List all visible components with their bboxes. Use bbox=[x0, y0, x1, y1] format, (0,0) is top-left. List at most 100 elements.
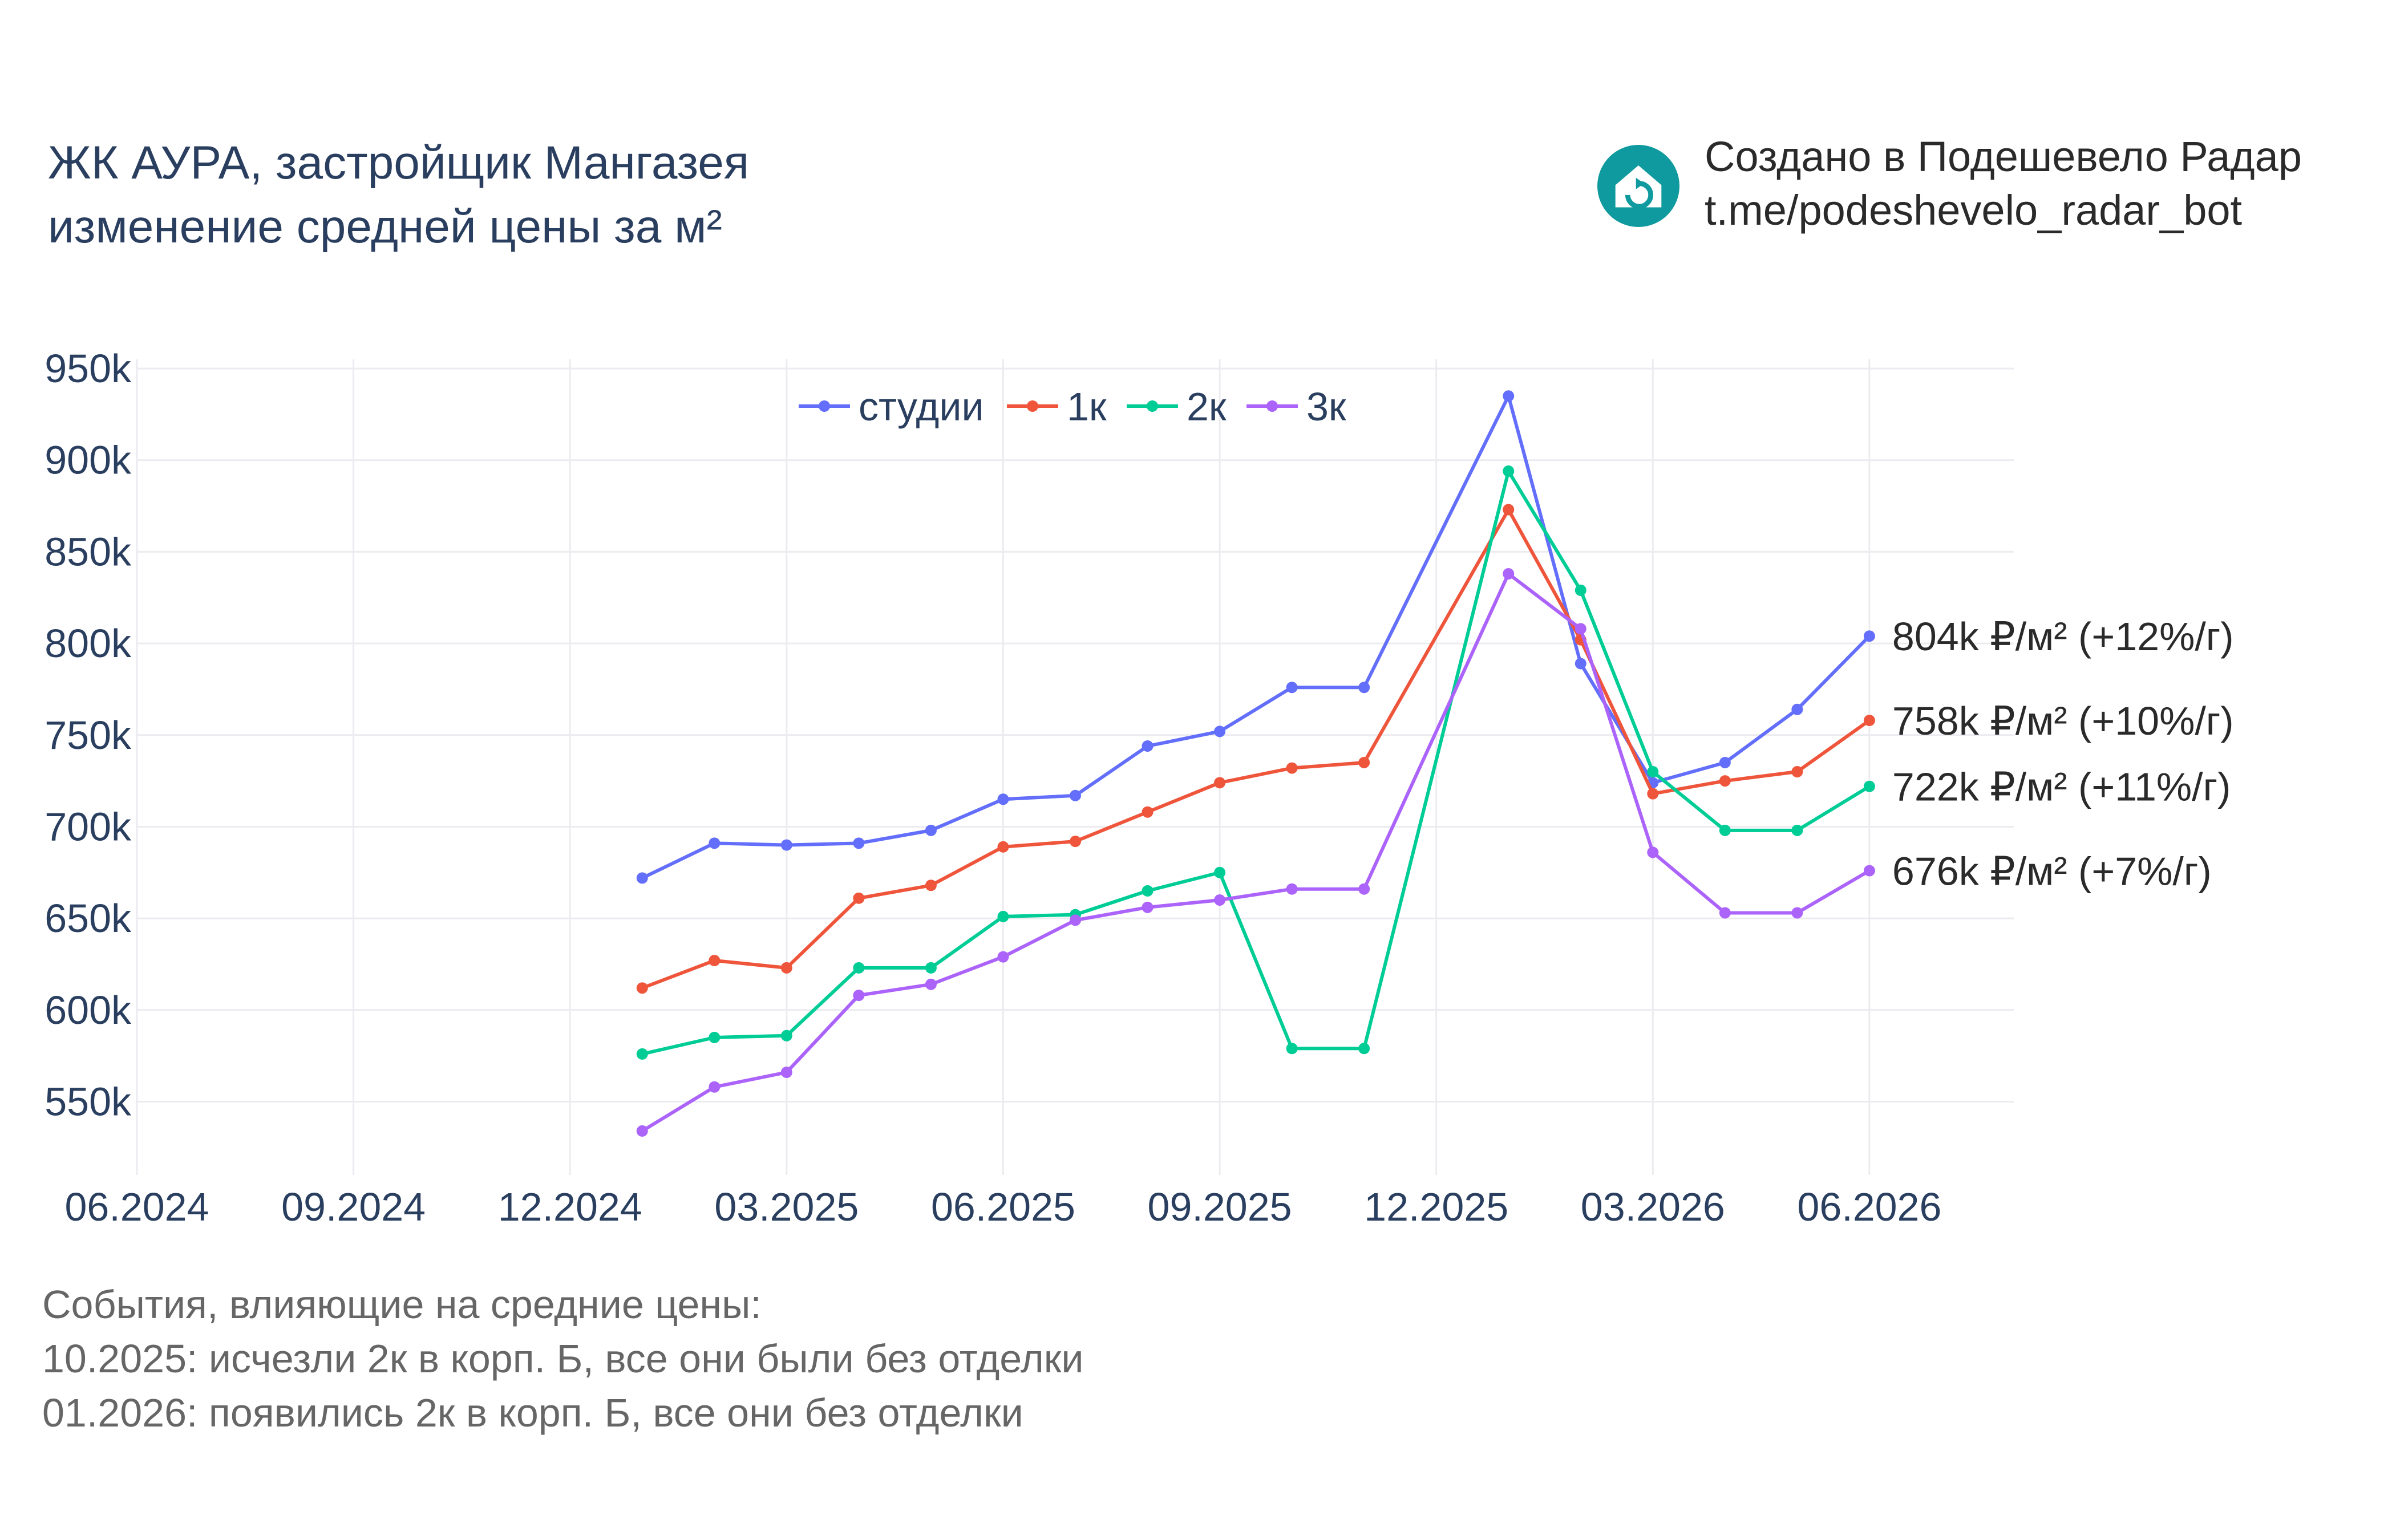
series-2 bbox=[636, 504, 1875, 994]
data-point bbox=[1358, 682, 1370, 694]
data-point bbox=[1286, 682, 1298, 694]
data-point bbox=[780, 839, 792, 851]
data-point bbox=[636, 872, 648, 884]
event-note-1: 10.2025: исчезли 2к в корп. Б, все они б… bbox=[42, 1336, 1084, 1381]
x-tick-label: 06.2025 bbox=[931, 1185, 1075, 1229]
data-point bbox=[1791, 766, 1803, 778]
data-point bbox=[1647, 788, 1659, 800]
data-point bbox=[1214, 726, 1226, 737]
data-point bbox=[636, 982, 648, 994]
data-point bbox=[997, 841, 1009, 853]
data-point bbox=[780, 1067, 792, 1079]
data-point bbox=[1863, 715, 1875, 727]
x-tick-label: 03.2025 bbox=[714, 1185, 859, 1229]
data-point bbox=[1647, 846, 1659, 858]
refresh-arc bbox=[1625, 181, 1653, 209]
data-point bbox=[1070, 836, 1081, 848]
data-point bbox=[1863, 865, 1875, 877]
legend-label: студии bbox=[859, 384, 984, 429]
events-notes: События, влияющие на средние цены: 10.20… bbox=[42, 1278, 1083, 1440]
data-point bbox=[1286, 1043, 1298, 1055]
data-point bbox=[636, 1048, 648, 1060]
y-tick-label: 900k bbox=[44, 438, 132, 483]
end-labels: 804k ₽/м² (+12%/г) 758k ₽/м² (+10%/г) 722k… bbox=[1892, 614, 2234, 893]
series-3 bbox=[636, 465, 1875, 1060]
y-tick-label: 550k bbox=[44, 1079, 132, 1124]
data-point bbox=[1791, 907, 1803, 919]
data-point bbox=[1070, 914, 1081, 926]
data-point bbox=[853, 837, 865, 849]
data-point bbox=[1719, 824, 1731, 836]
series-line bbox=[641, 572, 1871, 1133]
y-tick-label: 800k bbox=[44, 621, 132, 666]
series-end-label: 804k ₽/м² (+12%/г) bbox=[1892, 614, 2234, 659]
legend-swatch-dot bbox=[819, 400, 830, 412]
series-end-label: 676k ₽/м² (+7%/г) bbox=[1892, 849, 2212, 894]
data-point bbox=[1214, 777, 1226, 789]
data-point bbox=[1791, 824, 1803, 836]
event-note-2: 01.2026: появились 2к в корп. Б, все они… bbox=[42, 1391, 1023, 1435]
grid-lines bbox=[136, 359, 2014, 1175]
data-point bbox=[1575, 623, 1586, 635]
data-point bbox=[997, 793, 1009, 805]
data-point bbox=[709, 1031, 721, 1043]
data-point bbox=[925, 978, 937, 990]
brand-link[interactable]: t.me/podeshevelo_radar_bot bbox=[1705, 187, 2243, 234]
x-tick-label: 03.2026 bbox=[1581, 1185, 1725, 1229]
data-point bbox=[997, 910, 1009, 922]
chart-title: ЖК АУРА, застройщик Мангазея изменение с… bbox=[48, 131, 749, 259]
legend-item-2[interactable]: 1к bbox=[1007, 384, 1107, 429]
legend-item-3[interactable]: 2к bbox=[1127, 384, 1227, 429]
x-tick-label: 12.2024 bbox=[498, 1185, 642, 1229]
data-point bbox=[1719, 756, 1731, 768]
x-tick-label: 12.2025 bbox=[1364, 1185, 1508, 1229]
data-point bbox=[709, 955, 721, 967]
legend-swatch-dot bbox=[1266, 400, 1278, 412]
data-point bbox=[1575, 658, 1586, 670]
data-point bbox=[1719, 775, 1731, 787]
legend-item-1[interactable]: студии bbox=[799, 384, 984, 429]
data-point bbox=[853, 990, 865, 1002]
data-point bbox=[1070, 789, 1081, 801]
data-point bbox=[1503, 568, 1515, 579]
legend-swatch-dot bbox=[1147, 400, 1158, 412]
chart-title-line1: ЖК АУРА, застройщик Мангазея bbox=[48, 137, 750, 189]
series-end-label: 758k ₽/м² (+10%/г) bbox=[1892, 699, 2234, 743]
data-point bbox=[636, 1125, 648, 1137]
data-point bbox=[1575, 584, 1586, 596]
data-point bbox=[1791, 703, 1803, 715]
series-line bbox=[642, 469, 1871, 1056]
y-tick-label: 700k bbox=[44, 804, 132, 849]
data-point bbox=[780, 962, 792, 974]
data-point bbox=[1358, 883, 1370, 895]
data-point bbox=[1286, 883, 1298, 895]
data-point bbox=[1142, 901, 1154, 913]
data-point bbox=[1358, 756, 1370, 768]
data-point bbox=[1214, 866, 1226, 878]
legend-swatch-dot bbox=[1027, 400, 1038, 412]
series-lines bbox=[636, 390, 1875, 1137]
brand-name: Создано в Подешевело Радар bbox=[1705, 133, 2302, 180]
legend-label: 1к bbox=[1067, 384, 1107, 429]
data-point bbox=[1863, 780, 1875, 792]
data-point bbox=[1647, 766, 1659, 778]
series-4 bbox=[636, 568, 1875, 1137]
house-refresh-icon bbox=[1597, 145, 1679, 227]
data-point bbox=[1863, 630, 1875, 642]
x-tick-label: 06.2026 bbox=[1797, 1185, 1941, 1229]
data-point bbox=[1286, 762, 1298, 774]
data-point bbox=[1503, 465, 1515, 477]
series-end-label: 722k ₽/м² (+11%/г) bbox=[1892, 765, 2231, 809]
series-line bbox=[641, 394, 1871, 880]
data-point bbox=[925, 880, 937, 891]
data-point bbox=[780, 1030, 792, 1041]
legend-item-4[interactable]: 3к bbox=[1246, 384, 1346, 429]
data-point bbox=[1719, 907, 1731, 919]
data-point bbox=[709, 1081, 721, 1093]
legend[interactable]: студии 1к 2к 3к bbox=[799, 384, 1346, 429]
x-tick-label: 09.2025 bbox=[1148, 1185, 1292, 1229]
x-tick-label: 09.2024 bbox=[281, 1185, 426, 1229]
data-point bbox=[1142, 740, 1154, 752]
data-point bbox=[925, 824, 937, 836]
